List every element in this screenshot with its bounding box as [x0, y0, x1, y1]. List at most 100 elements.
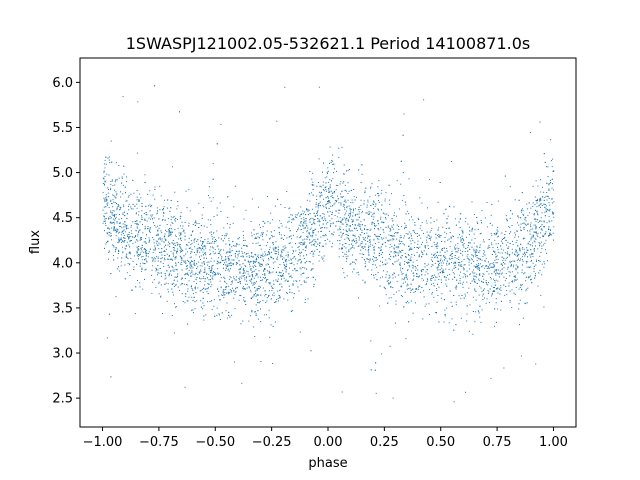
data-point — [417, 265, 419, 267]
data-point — [225, 289, 227, 290]
data-point — [246, 256, 248, 258]
data-point — [177, 201, 179, 202]
data-point — [378, 247, 380, 249]
data-point — [170, 216, 172, 218]
data-point — [470, 282, 471, 284]
data-point — [515, 242, 517, 243]
data-point — [244, 239, 246, 241]
data-point — [400, 251, 401, 253]
data-point — [385, 259, 387, 261]
data-point — [314, 223, 316, 225]
data-point — [225, 267, 227, 269]
data-point — [255, 304, 257, 306]
data-point — [466, 305, 468, 307]
data-point — [494, 250, 496, 252]
data-point — [165, 229, 166, 231]
data-point — [229, 292, 230, 294]
data-point — [115, 248, 117, 250]
data-point — [287, 251, 289, 253]
data-point — [393, 215, 395, 216]
data-point — [451, 161, 453, 162]
data-point — [238, 244, 240, 246]
data-point — [453, 329, 455, 331]
data-point — [530, 224, 531, 226]
data-point — [539, 121, 541, 123]
data-point — [285, 254, 287, 256]
data-point — [418, 288, 420, 290]
data-point — [377, 208, 379, 210]
data-point — [475, 249, 477, 251]
data-point — [521, 264, 523, 266]
data-point — [238, 299, 240, 301]
data-point — [501, 252, 503, 254]
data-point — [119, 209, 120, 211]
data-point — [164, 250, 165, 252]
data-point — [537, 285, 539, 287]
data-point — [487, 261, 489, 263]
data-point — [297, 260, 299, 262]
data-point — [234, 185, 236, 187]
data-point — [184, 235, 186, 237]
data-point — [408, 262, 410, 263]
data-point — [394, 212, 395, 214]
data-point — [195, 273, 197, 275]
data-point — [322, 245, 324, 247]
data-point — [524, 224, 526, 226]
data-point — [222, 291, 224, 293]
data-point — [365, 261, 367, 263]
data-point — [358, 206, 360, 208]
data-point — [397, 254, 399, 256]
data-point — [539, 270, 541, 271]
data-point — [383, 237, 385, 239]
data-point — [471, 271, 473, 273]
data-point — [495, 262, 497, 264]
data-point — [323, 213, 325, 215]
data-point — [312, 240, 313, 242]
data-point — [361, 247, 363, 249]
data-point — [421, 270, 423, 272]
data-point — [136, 223, 138, 225]
data-point — [296, 236, 298, 238]
data-point — [348, 228, 350, 230]
data-point — [392, 287, 394, 288]
data-point — [244, 277, 246, 279]
data-point — [511, 252, 513, 254]
data-point — [302, 225, 304, 227]
data-point — [167, 199, 169, 201]
data-point — [450, 241, 452, 243]
data-point — [184, 386, 186, 388]
data-point — [293, 280, 295, 282]
data-point — [420, 270, 422, 272]
data-point — [411, 238, 413, 239]
data-point — [524, 252, 525, 254]
data-point — [327, 181, 329, 183]
data-point — [266, 279, 268, 281]
data-point — [203, 241, 205, 243]
data-point — [182, 231, 184, 233]
data-point — [337, 185, 339, 186]
data-point — [110, 200, 112, 202]
data-point — [116, 231, 118, 233]
data-point — [410, 259, 412, 261]
data-point — [314, 219, 316, 220]
data-point — [463, 259, 465, 260]
data-point — [550, 139, 552, 141]
data-point — [293, 264, 295, 266]
data-point — [273, 249, 275, 251]
data-point — [392, 274, 394, 276]
data-point — [138, 249, 140, 251]
data-point — [174, 258, 176, 260]
data-point — [300, 235, 302, 237]
data-point — [472, 311, 474, 312]
data-point — [525, 288, 527, 290]
data-point — [106, 203, 108, 205]
data-point — [509, 186, 511, 188]
data-point — [298, 246, 300, 248]
data-point — [390, 251, 392, 253]
data-point — [168, 235, 170, 237]
data-point — [429, 237, 431, 239]
data-point — [381, 204, 383, 206]
data-point — [325, 223, 327, 225]
data-point — [279, 220, 281, 222]
